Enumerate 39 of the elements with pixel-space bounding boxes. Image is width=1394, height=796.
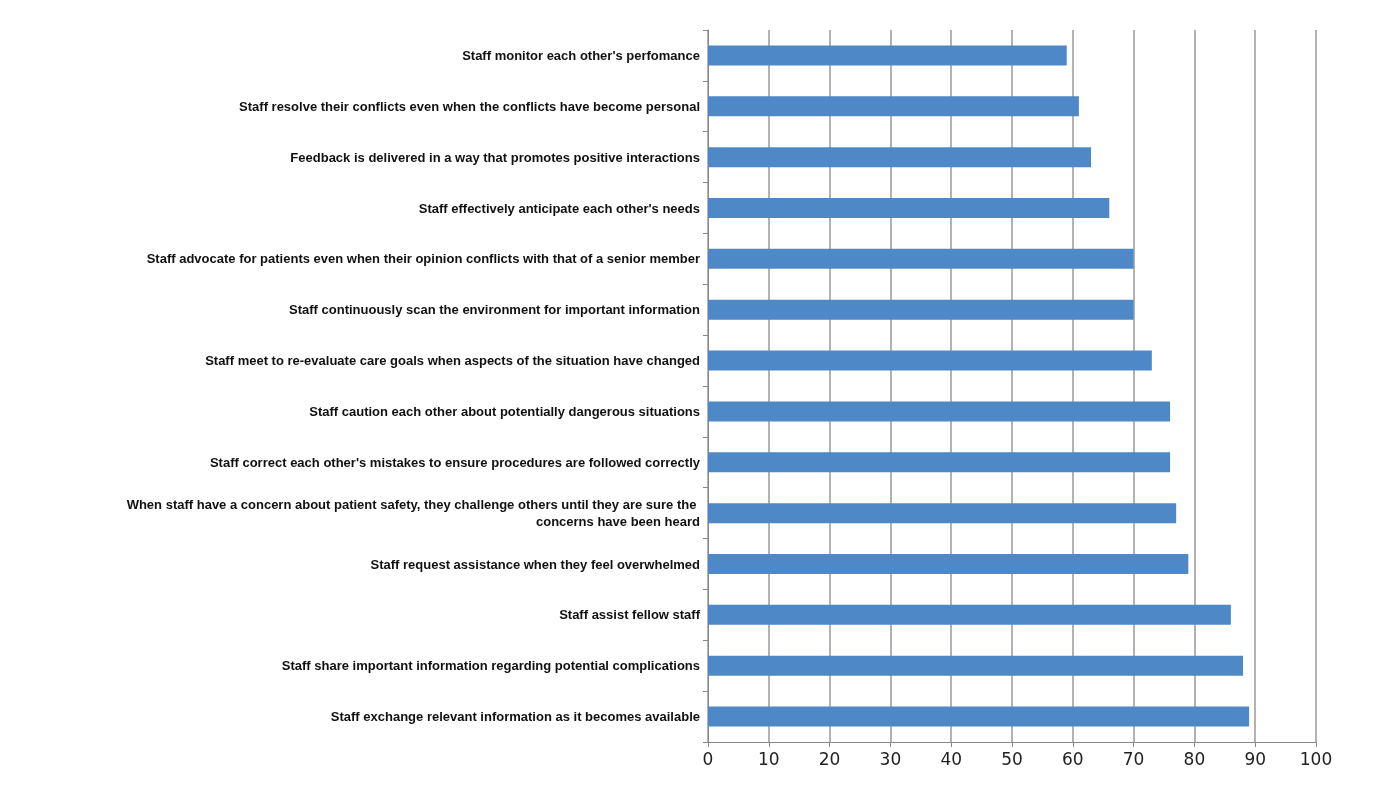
- y-tick-label: Staff share important information regarding potential complications: [281, 658, 700, 674]
- bar: [708, 706, 1250, 727]
- y-tick-label: Feedback is delivered in a way that promotes positive interactions: [290, 149, 700, 165]
- bar: [708, 147, 1092, 168]
- y-tick-label: Staff correct each other's mistakes to ensure procedures are followed correctly: [209, 454, 701, 470]
- x-tick-label: 20: [818, 748, 841, 769]
- x-tick-label: 90: [1244, 748, 1267, 769]
- x-tick-label: 0: [702, 748, 714, 769]
- y-tick-label: Staff monitor each other's perfomance: [462, 47, 700, 63]
- x-tick-label: 10: [757, 748, 780, 769]
- x-tick-label: 30: [879, 748, 902, 769]
- bar: [708, 248, 1134, 269]
- y-tick-label: Staff assist fellow staff: [559, 607, 701, 623]
- y-tick-label: Staff request assistance when they feel overwhelmed: [370, 556, 701, 572]
- x-tick-label: 80: [1183, 748, 1206, 769]
- x-tick-label: 40: [940, 748, 963, 769]
- y-tick-label: Staff meet to re-evaluate care goals when aspects of the situation have changed: [205, 353, 701, 369]
- bar: [708, 604, 1231, 625]
- y-tick-label: Staff advocate for patients even when their opinion conflicts with that of a senior member: [146, 251, 700, 267]
- bar: [708, 401, 1171, 422]
- bar: [708, 198, 1110, 218]
- y-tick-label: Staff exchange relevant information as it becomes available: [330, 709, 700, 725]
- y-tick-label: Staff continuously scan the environment for important information: [289, 302, 701, 318]
- bar: [708, 299, 1134, 320]
- bar: [708, 554, 1189, 574]
- y-tick-label: Staff effectively anticipate each other's needs: [418, 200, 700, 216]
- x-tick-label: 70: [1122, 748, 1145, 769]
- y-tick-label: Staff caution each other about potentially dangerous situations: [309, 403, 700, 419]
- y-tick-label: When staff have a concern about patient safety, they challenge others until they are sure the concerns have been heard: [126, 497, 701, 530]
- bar: [708, 45, 1067, 66]
- x-tick-label: 100: [1299, 748, 1333, 769]
- bar: [708, 96, 1079, 117]
- bar: [708, 655, 1244, 676]
- x-tick-label: 60: [1061, 748, 1084, 769]
- y-tick-label: Staff resolve their conflicts even when the conflicts have become personal: [239, 98, 700, 114]
- bar: [708, 350, 1152, 371]
- x-tick-label: 50: [1001, 748, 1023, 769]
- bar: [708, 503, 1177, 524]
- bar: [708, 452, 1171, 473]
